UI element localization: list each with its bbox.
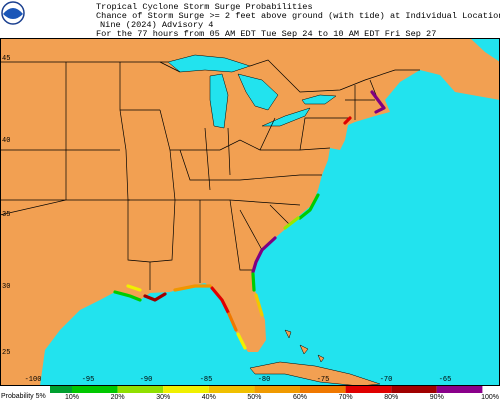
legend-tick: 50% <box>247 394 261 400</box>
legend-swatch <box>436 386 483 393</box>
surge-segment <box>173 284 212 292</box>
border <box>239 117 350 251</box>
legend-tick: 60% <box>293 394 307 400</box>
ocean <box>40 70 500 386</box>
lon-label: -85 <box>200 376 213 384</box>
great-lakes <box>167 54 337 129</box>
lon-label: -100 <box>25 376 42 384</box>
surge-segment <box>227 312 238 332</box>
logo-wave <box>3 8 23 19</box>
surge-segment <box>254 293 264 317</box>
lat-label: 45 <box>2 55 10 63</box>
header-line: Nine (2024) Advisory 4 <box>100 20 213 30</box>
lon-label: -65 <box>439 376 452 384</box>
surge-segment <box>113 290 142 302</box>
lake-erie <box>261 107 311 127</box>
lake-michigan <box>209 73 229 129</box>
border <box>149 149 322 283</box>
legend: Probability 5% 10% 20% 30% 40% 50% 60% 70% 80% 90… <box>1 386 499 401</box>
borders <box>0 59 420 290</box>
legend-swatch <box>163 386 209 393</box>
border <box>119 62 160 290</box>
map <box>0 38 500 387</box>
coordinate-labels: 45 40 35 30 25 -100 -95 -90 -85 -80 -75 -70 -65 <box>2 55 451 384</box>
legend-swatch <box>72 386 118 393</box>
header-text: Tropical Cyclone Storm Surge Probabiliti… <box>96 2 500 39</box>
border <box>0 59 420 93</box>
lon-label: -90 <box>140 376 153 384</box>
legend-tick: 70% <box>339 394 353 400</box>
legend-tick: 20% <box>111 394 125 400</box>
lon-label: -70 <box>380 376 393 384</box>
lon-label: -95 <box>82 376 95 384</box>
surge-segment <box>236 332 247 350</box>
lake-huron <box>237 73 279 111</box>
legend-tick: 90% <box>430 394 444 400</box>
legend-tick: 10% <box>65 394 79 400</box>
noaa-logo <box>1 1 25 25</box>
legend-tick: 100% <box>481 394 499 400</box>
legend-swatch <box>391 386 437 393</box>
legend-swatch <box>345 386 392 393</box>
legend-label: Probability 5% <box>1 393 46 400</box>
surge-segment <box>343 116 352 125</box>
surge-segment <box>210 286 230 314</box>
border <box>0 62 130 216</box>
legend-swatch <box>117 386 164 393</box>
header-line: For the 77 hours from 05 AM EDT Tue Sep … <box>96 29 436 39</box>
legend-swatch <box>50 386 72 393</box>
surge-segments <box>113 90 386 350</box>
legend-tick: 40% <box>202 394 216 400</box>
surge-segment <box>251 272 256 292</box>
lat-label: 40 <box>2 137 10 145</box>
header-bg <box>0 0 500 38</box>
lon-label: -75 <box>317 376 330 384</box>
surge-segment <box>283 216 300 230</box>
lon-label: -80 <box>258 376 271 384</box>
atlantic-north <box>470 38 500 62</box>
legend-tick: 30% <box>156 394 170 400</box>
lake-superior <box>167 54 251 73</box>
lat-label: 35 <box>2 211 10 219</box>
surge-segment <box>370 90 386 114</box>
lat-label: 25 <box>2 349 10 357</box>
header-line: Tropical Cyclone Storm Surge Probabiliti… <box>96 2 313 12</box>
bahamas <box>284 329 325 363</box>
surge-segment <box>143 292 167 302</box>
lake-ontario <box>301 94 337 105</box>
header-line: Chance of Storm Surge >= 2 feet above gr… <box>96 11 500 21</box>
surge-segment <box>298 193 320 220</box>
surge-segment <box>251 236 277 274</box>
legend-tick: 80% <box>384 394 398 400</box>
legend-swatch <box>208 386 255 393</box>
legend-swatch <box>254 386 300 393</box>
lat-label: 30 <box>2 283 10 291</box>
legend-swatch <box>300 386 346 393</box>
surge-segment <box>126 284 142 292</box>
